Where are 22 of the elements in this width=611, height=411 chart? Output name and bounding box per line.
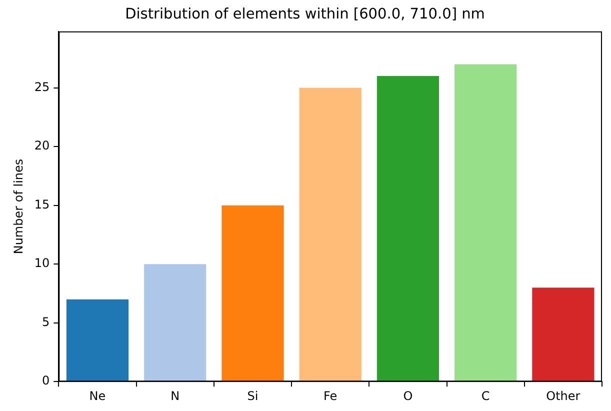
- x-tick-label: N: [170, 388, 180, 403]
- y-tick-label: 15: [34, 197, 50, 212]
- x-tick-label: O: [403, 388, 413, 403]
- bar: [454, 64, 517, 382]
- x-tick-label: Other: [546, 388, 580, 403]
- bar: [66, 299, 129, 382]
- x-tick-label: Si: [247, 388, 258, 403]
- y-tick-label: 10: [34, 256, 50, 270]
- chart-title: Distribution of elements within [600.0, 710.0] nm: [125, 6, 485, 22]
- y-tick-label: 5: [42, 314, 50, 329]
- y-tick-label: 0: [42, 374, 50, 388]
- bar: [532, 288, 594, 382]
- bar: [299, 88, 362, 382]
- y-tick-label: 20: [34, 138, 50, 153]
- y-tick-label: 25: [34, 80, 50, 94]
- bar: [222, 205, 284, 382]
- x-tick-label: Fe: [324, 388, 338, 403]
- bar: [376, 76, 439, 382]
- y-axis-title: Number of lines: [11, 158, 26, 254]
- bar: [144, 264, 206, 382]
- x-tick-label: Ne: [89, 388, 106, 403]
- x-tick-label: C: [481, 388, 490, 403]
